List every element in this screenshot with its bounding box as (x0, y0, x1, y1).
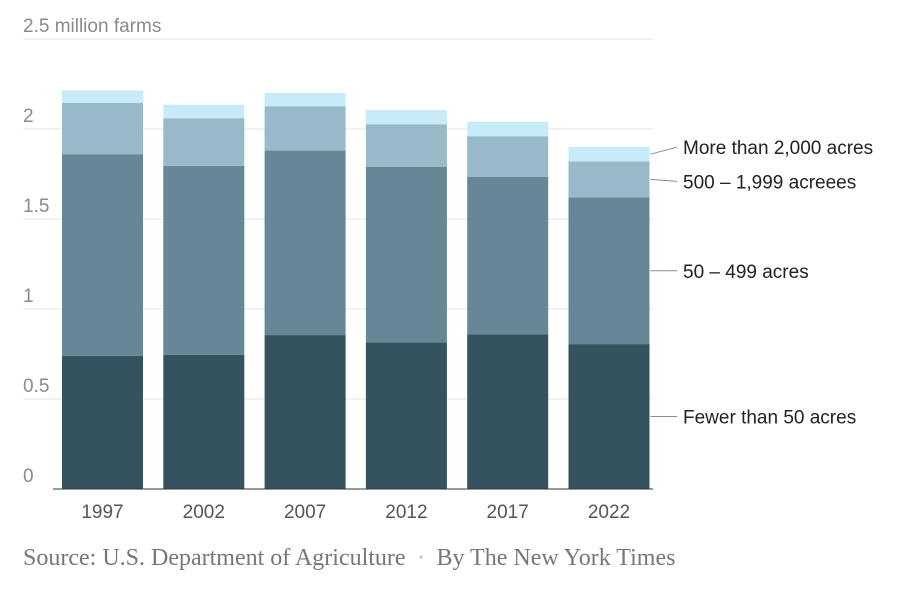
y-tick-label: 0 (23, 466, 34, 487)
legend-leader-line (650, 146, 678, 155)
x-tick-label: 2017 (487, 502, 529, 523)
bar-segment (264, 106, 346, 151)
y-tick-label: 2.5 million farms (23, 16, 161, 37)
legend: Fewer than 50 acres 50 – 499 acres 500 – 1… (650, 138, 873, 429)
bar-group-2017 (467, 121, 549, 489)
stacked-bar-chart: 0 0.5 1 1.5 2 2.5 million farms 1997 2002 2007 2… (23, 16, 873, 523)
bar-segment (62, 355, 143, 489)
bar-group-2022 (568, 147, 650, 489)
legend-label: 500 – 1,999 acreees (683, 172, 856, 193)
bar-segment (365, 166, 447, 343)
bar-segment (163, 104, 245, 119)
bar-segment (568, 197, 650, 345)
bar-segment (163, 165, 245, 355)
bar-segment (467, 334, 549, 489)
y-tick-label: 1 (23, 286, 34, 307)
bars (62, 90, 650, 489)
bar-segment (365, 110, 447, 125)
source-credit: Source: U.S. Department of Agriculture (23, 545, 406, 571)
x-tick-label: 2012 (385, 502, 427, 523)
y-tick-label: 1.5 (23, 196, 49, 217)
byline: By The New York Times (436, 545, 676, 571)
legend-label: Fewer than 50 acres (683, 408, 856, 429)
x-tick-label: 1997 (81, 502, 123, 523)
bar-group-2012 (365, 110, 447, 489)
legend-leader-line (650, 178, 678, 182)
bar-segment (264, 335, 346, 489)
bar-segment (264, 150, 346, 336)
bar-group-2007 (264, 93, 346, 489)
bar-segment (264, 93, 346, 107)
bar-segment (62, 154, 143, 356)
footer: Source: U.S. Department of Agriculture • B… (23, 545, 675, 572)
footer-separator: • (418, 551, 424, 566)
y-axis-tick-labels: 0 0.5 1 1.5 2 2.5 million farms (23, 16, 161, 487)
x-tick-label: 2022 (588, 502, 630, 523)
x-axis-tick-labels: 1997 2002 2007 2012 2017 2022 (81, 502, 630, 523)
bar-group-2002 (163, 104, 245, 489)
bar-segment (467, 176, 549, 335)
bar-segment (62, 102, 143, 155)
y-tick-label: 0.5 (23, 376, 49, 397)
bar-group-1997 (62, 90, 143, 489)
bar-segment (163, 118, 245, 166)
bar-segment (163, 354, 245, 489)
bar-segment (365, 124, 447, 167)
x-tick-label: 2002 (183, 502, 225, 523)
legend-label: 50 – 499 acres (683, 262, 809, 283)
x-tick-label: 2007 (284, 502, 326, 523)
bar-segment (568, 161, 650, 198)
bar-segment (568, 344, 650, 489)
bar-segment (568, 147, 650, 162)
bar-segment (62, 90, 143, 103)
bar-segment (467, 136, 549, 177)
y-tick-label: 2 (23, 106, 34, 127)
bar-segment (467, 121, 549, 137)
bar-segment (365, 342, 447, 489)
legend-label: More than 2,000 acres (683, 138, 873, 159)
